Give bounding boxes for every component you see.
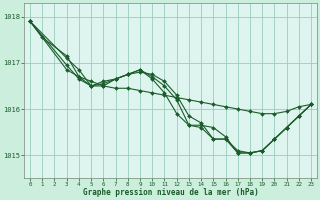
X-axis label: Graphe pression niveau de la mer (hPa): Graphe pression niveau de la mer (hPa) bbox=[83, 188, 259, 197]
